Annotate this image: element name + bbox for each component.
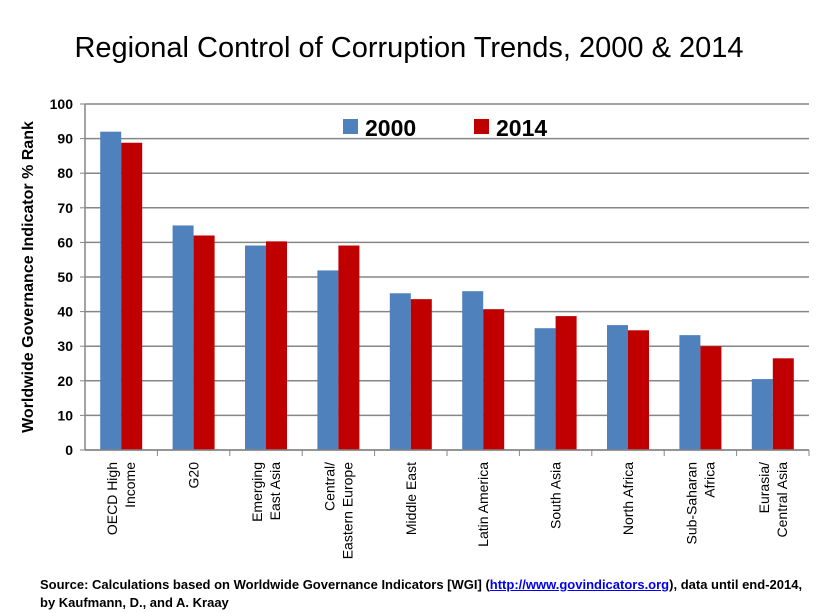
x-tick-label: Central/ <box>321 462 337 511</box>
y-tick-label: 20 <box>57 373 73 389</box>
y-axis-title: Worldwide Governance Indicator % Rank <box>20 121 37 433</box>
source-prefix: Source: Calculations based on Worldwide … <box>40 577 490 592</box>
bar-2000 <box>679 335 701 450</box>
bar-2014 <box>410 299 432 450</box>
y-tick-label: 30 <box>57 338 73 354</box>
bar-2000 <box>462 291 484 450</box>
bar-2014 <box>266 241 287 450</box>
y-tick-label: 70 <box>57 200 73 216</box>
x-tick-label: G20 <box>186 462 202 489</box>
bar-2000 <box>534 328 556 450</box>
y-tick-label: 60 <box>57 234 73 250</box>
y-tick-label: 100 <box>50 96 74 112</box>
bar-2014 <box>193 235 215 450</box>
bar-2000 <box>389 293 411 450</box>
bar-2000 <box>172 225 194 450</box>
legend-swatch-2014 <box>474 119 489 134</box>
x-tick-label: Sub-Saharan <box>683 462 699 545</box>
x-tick-label: Latin America <box>475 462 491 547</box>
x-tick-label: South Asia <box>548 462 564 529</box>
x-tick-label: Eurasia/ <box>756 462 772 513</box>
legend-swatch-2000 <box>343 119 358 134</box>
chart-title: Regional Control of Corruption Trends, 2… <box>74 32 744 64</box>
source-suffix: ), data until end-2014, by Kaufmann, D.,… <box>40 577 803 610</box>
bar-2014 <box>628 330 649 450</box>
bar-2014 <box>555 316 577 450</box>
bar-2000 <box>607 325 628 450</box>
x-tick-label: Africa <box>701 462 717 498</box>
legend-label-2014: 2014 <box>496 115 547 141</box>
y-tick-label: 50 <box>57 269 73 285</box>
x-tick-label: North Africa <box>620 462 636 535</box>
y-tick-label: 10 <box>57 407 73 423</box>
y-tick-label: 0 <box>65 442 73 458</box>
x-tick-label: Middle East <box>403 462 419 535</box>
x-tick-label: Central Asia <box>774 462 790 538</box>
x-tick-label: Income <box>122 462 138 508</box>
x-tick-label: East Asia <box>267 462 283 521</box>
source-link[interactable]: http://www.govindicators.org <box>489 577 670 592</box>
x-tick-label: Eastern Europe <box>339 462 355 559</box>
y-tick-label: 90 <box>57 131 73 147</box>
bar-2000 <box>751 379 773 450</box>
source-note: Source: Calculations based on Worldwide … <box>40 576 810 612</box>
y-tick-label: 40 <box>57 304 73 320</box>
bar-2014 <box>700 346 722 450</box>
legend-label-2000: 2000 <box>365 115 416 141</box>
bar-2000 <box>100 131 122 450</box>
bar-2014 <box>483 309 505 450</box>
bar-2014 <box>772 358 794 450</box>
y-tick-label: 80 <box>57 165 73 181</box>
x-tick-label: OECD High <box>104 462 120 535</box>
bar-2014 <box>121 142 143 450</box>
x-tick-label: Emerging <box>249 462 265 522</box>
bar-2014 <box>338 245 360 450</box>
bar-2000 <box>317 270 339 450</box>
bar-2000 <box>245 245 266 450</box>
